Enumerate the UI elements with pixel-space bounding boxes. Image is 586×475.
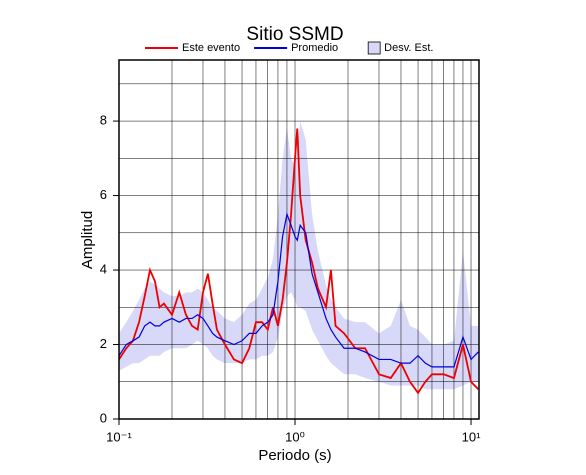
y-tick-label: 0 [100, 410, 107, 425]
plot-frame [118, 59, 480, 420]
chart-title: Sitio SSMD [246, 24, 343, 45]
x-tick-label: 10⁻¹ [106, 429, 132, 444]
y-tick-label: 6 [100, 187, 107, 202]
legend-label: Este evento [182, 42, 240, 54]
legend-label: Desv. Est. [384, 42, 433, 54]
x-tick-label: 10⁰ [285, 429, 305, 444]
y-tick-label: 4 [100, 261, 107, 276]
legend-label: Promedio [291, 42, 338, 54]
series-line [118, 128, 479, 395]
series-line [118, 211, 479, 368]
x-tick-label: 10¹ [462, 429, 481, 444]
std-band [119, 121, 479, 390]
y-tick-label: 8 [100, 113, 107, 128]
legend-swatch [367, 41, 381, 55]
x-axis-label: Periodo (s) [258, 447, 331, 464]
y-axis-label: Amplitud [79, 211, 96, 269]
y-tick-label: 2 [100, 336, 107, 351]
